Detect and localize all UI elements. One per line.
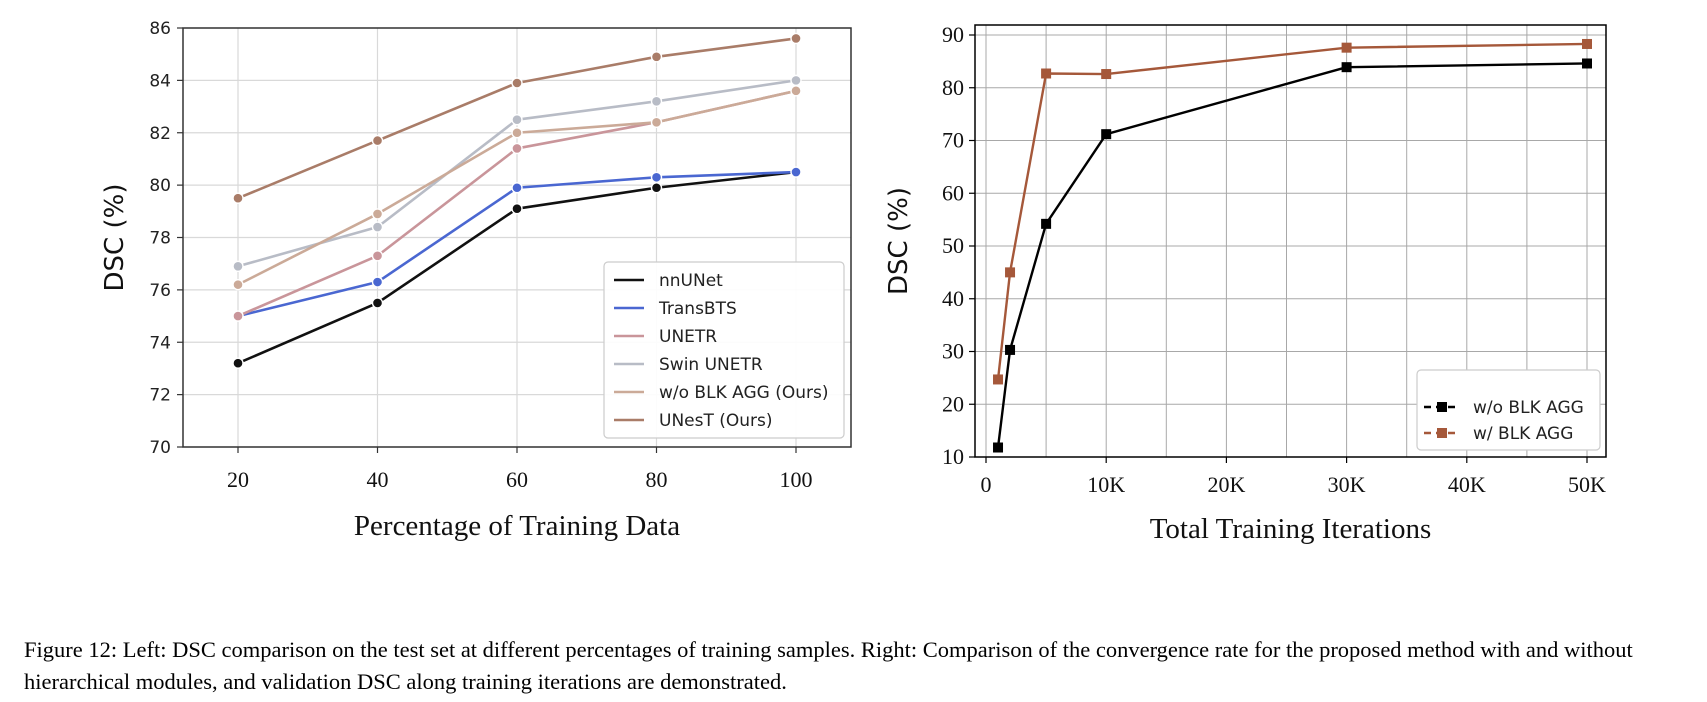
left-tick-labels: 70 72 74 76 78 80 82 84 86 20 40 60 80 100: [149, 19, 812, 492]
right-y-tick-label: 60: [942, 180, 964, 205]
left-series-lines: [232, 32, 802, 369]
left-legend-box: [603, 261, 845, 439]
right-plot-border: [974, 24, 1607, 458]
left-data-point: [371, 297, 384, 309]
figure-caption: Figure 12: Left: DSC comparison on the t…: [24, 637, 1633, 694]
right-data-point: [1005, 267, 1016, 278]
right-data-point: [1041, 218, 1052, 229]
left-legend-label: TransBTS: [658, 299, 737, 319]
right-tick-labels: 10 20 30 40 50 60 70 80 90 0 10K 20K 30K 40K 50K: [942, 22, 1606, 497]
right-x-axis-title: Total Training Iterations: [1150, 513, 1432, 545]
right-y-tick-label: 80: [942, 75, 964, 100]
left-data-point: [650, 51, 663, 63]
left-data-point: [371, 208, 384, 220]
left-data-point: [371, 221, 384, 233]
left-data-point: [650, 171, 663, 183]
right-data-point: [1341, 42, 1352, 53]
left-x-tick-label: 60: [506, 467, 528, 492]
left-data-point: [232, 357, 244, 369]
left-y-tick-label: 82: [149, 124, 171, 144]
right-y-tick-label: 40: [942, 286, 964, 311]
right-x-tick-label: 40K: [1448, 472, 1486, 497]
left-data-point: [650, 182, 663, 194]
right-legend-marker: [1437, 402, 1447, 412]
left-legend: nnUNet TransBTS UNETR Swin UNETR w/o BLK AGG…: [603, 261, 845, 439]
right-legend-label: w/ BLK AGG: [1473, 424, 1573, 444]
right-x-tick-label: 10K: [1087, 472, 1125, 497]
right-y-tick-label: 30: [942, 339, 964, 364]
left-data-point: [511, 142, 523, 155]
right-data-point: [1101, 69, 1112, 80]
left-data-point: [371, 276, 384, 288]
right-data-point: [1582, 58, 1592, 69]
left-legend-label: UNesT (Ours): [659, 411, 773, 431]
right-y-tick-label: 70: [942, 128, 964, 153]
right-data-point: [1101, 129, 1112, 140]
left-x-tick-label: 80: [646, 467, 668, 492]
chart-right: 10 20 30 40 50 60 70 80 90 0 10K 20K 30K 40K 50K Total…: [884, 22, 1607, 545]
left-y-tick-label: 84: [149, 71, 171, 91]
left-data-point: [511, 182, 523, 194]
right-data-point: [993, 442, 1004, 453]
left-y-tick-label: 70: [149, 438, 171, 458]
left-data-point: [371, 250, 384, 262]
right-series-line: [996, 62, 1588, 448]
left-x-axis-title: Percentage of Training Data: [354, 510, 680, 542]
left-data-point: [232, 310, 244, 322]
right-legend-label: w/o BLK AGG: [1473, 398, 1584, 418]
left-data-point: [232, 192, 244, 204]
right-legend-box: [1416, 369, 1601, 451]
left-y-tick-label: 72: [149, 386, 171, 406]
left-legend-label: UNETR: [659, 327, 717, 347]
left-data-point: [790, 32, 802, 45]
left-data-point: [371, 134, 384, 147]
left-data-point: [511, 77, 523, 89]
right-legend: w/o BLK AGG w/ BLK AGG: [1416, 369, 1601, 451]
left-y-tick-label: 76: [149, 281, 171, 301]
right-series-line: [996, 42, 1588, 380]
left-legend-label: Swin UNETR: [659, 355, 763, 375]
left-data-point: [511, 127, 523, 139]
left-data-point: [232, 260, 244, 273]
right-series-lines: [993, 38, 1592, 453]
left-legend-label: w/o BLK AGG (Ours): [659, 383, 828, 403]
left-y-tick-label: 86: [149, 19, 171, 39]
left-x-tick-label: 100: [780, 467, 813, 492]
right-x-tick-label: 20K: [1207, 472, 1245, 497]
right-data-point: [1041, 68, 1052, 79]
right-y-tick-label: 50: [942, 233, 964, 258]
left-data-point: [790, 85, 802, 97]
right-x-tick-label: 30K: [1328, 472, 1366, 497]
left-data-point: [511, 113, 523, 126]
left-data-point: [650, 95, 663, 108]
right-y-tick-label: 10: [942, 444, 964, 469]
right-legend-marker: [1437, 428, 1447, 438]
left-y-axis-title: DSC (%): [100, 184, 130, 292]
left-y-tick-label: 74: [149, 333, 171, 353]
right-data-point: [993, 374, 1004, 385]
right-data-point: [1341, 62, 1352, 73]
left-data-point: [790, 74, 802, 87]
left-x-tick-label: 20: [227, 467, 249, 492]
left-legend-label: nnUNet: [659, 271, 723, 291]
right-y-tick-label: 90: [942, 22, 964, 47]
left-data-point: [232, 278, 244, 291]
left-y-tick-label: 78: [149, 229, 171, 249]
left-data-point: [790, 166, 802, 178]
left-x-tick-label: 40: [367, 467, 389, 492]
left-data-point: [511, 202, 523, 215]
right-y-tick-label: 20: [942, 391, 964, 416]
right-data-point: [1005, 344, 1016, 355]
right-data-point: [1582, 38, 1592, 49]
right-y-axis-title: DSC (%): [884, 187, 914, 295]
left-data-point: [650, 116, 663, 128]
right-plot-frame: [974, 24, 1607, 458]
right-x-tick-label: 0: [981, 472, 992, 497]
chart-left: 70 72 74 76 78 80 82 84 86 20 40 60 80 100 Percentage…: [100, 19, 852, 542]
left-y-tick-label: 80: [149, 176, 171, 196]
right-x-tick-label: 50K: [1568, 472, 1606, 497]
